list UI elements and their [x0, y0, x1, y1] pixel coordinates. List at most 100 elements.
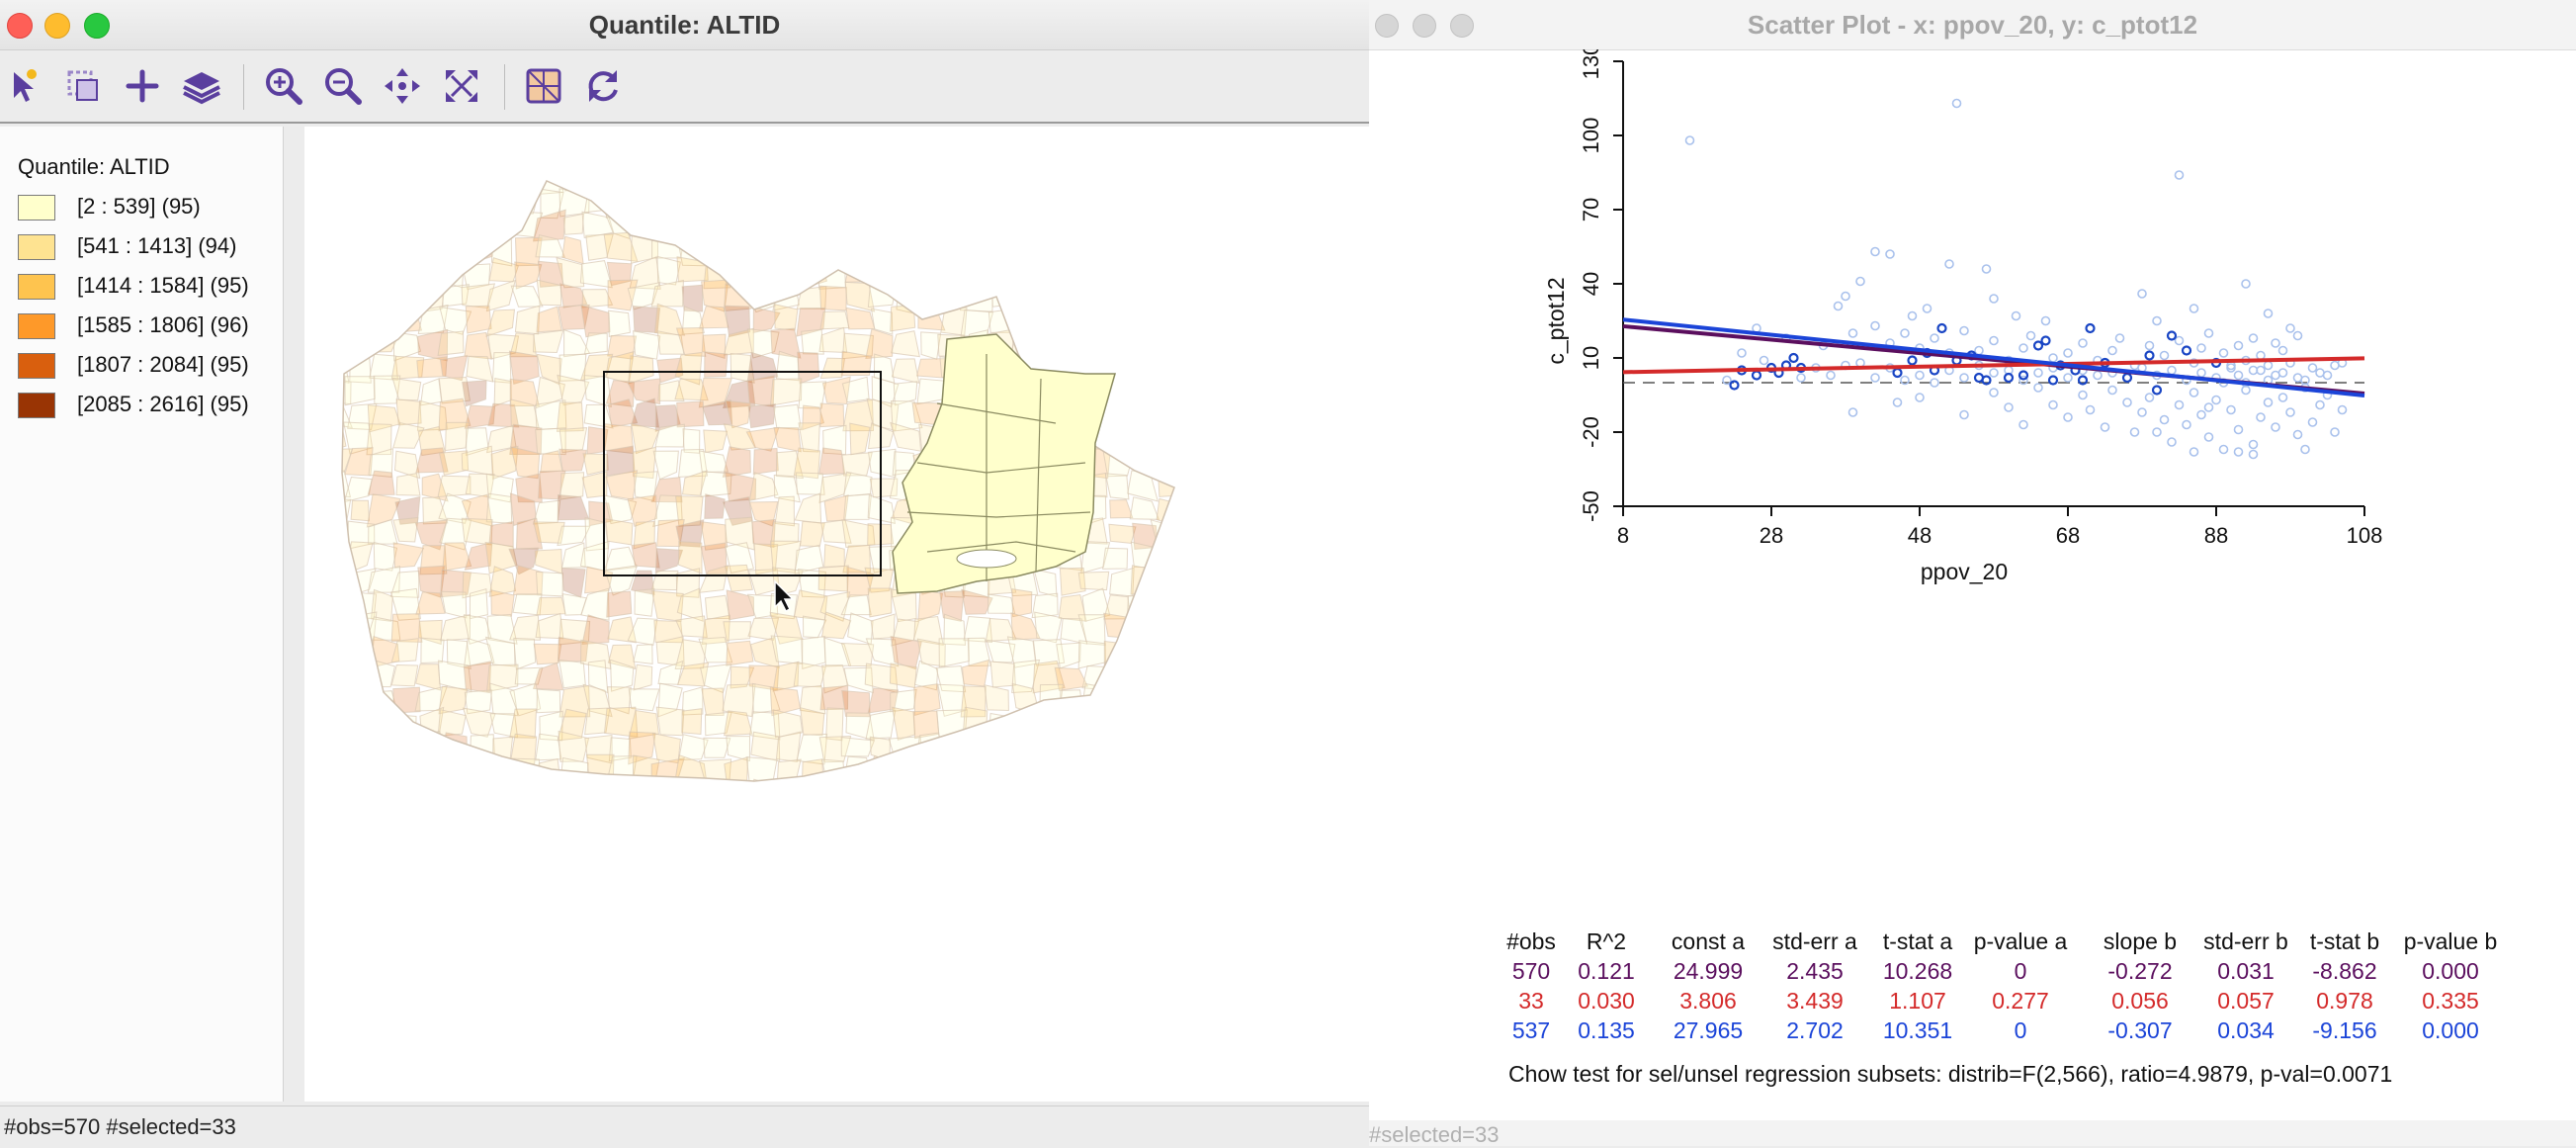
refresh-icon[interactable] — [581, 64, 625, 108]
unselected-point[interactable] — [2004, 402, 2014, 412]
unselected-point[interactable] — [2189, 447, 2199, 457]
unselected-point[interactable] — [2018, 419, 2028, 430]
unselected-point[interactable] — [2271, 370, 2280, 381]
unselected-point[interactable] — [2211, 395, 2221, 405]
unselected-point[interactable] — [2129, 427, 2140, 437]
pan-icon[interactable] — [381, 64, 424, 108]
unselected-point[interactable] — [2271, 422, 2280, 432]
unselected-point[interactable] — [2292, 330, 2303, 341]
unselected-point[interactable] — [1722, 375, 1732, 386]
unselected-point[interactable] — [1981, 264, 1992, 274]
unselected-point[interactable] — [2241, 279, 2251, 289]
unselected-point[interactable] — [2263, 360, 2274, 371]
unselected-point[interactable] — [2063, 373, 2073, 383]
select-tool-icon[interactable] — [2, 64, 45, 108]
unselected-point[interactable] — [2048, 399, 2058, 410]
unselected-point[interactable] — [1989, 335, 1999, 346]
unselected-point[interactable] — [2337, 404, 2348, 415]
unselected-point[interactable] — [2063, 412, 2073, 422]
selected-point[interactable] — [1892, 367, 1903, 379]
selected-point[interactable] — [2121, 372, 2133, 384]
selected-point[interactable] — [1936, 322, 1947, 334]
unselected-point[interactable] — [2218, 348, 2229, 358]
unselected-point[interactable] — [2233, 370, 2244, 381]
unselected-point[interactable] — [2182, 419, 2191, 430]
unselected-point[interactable] — [2033, 383, 2043, 393]
unselected-point[interactable] — [1989, 368, 1999, 378]
unselected-point[interactable] — [2226, 404, 2236, 415]
selected-point[interactable] — [2040, 335, 2051, 346]
unselected-point[interactable] — [1796, 373, 1806, 383]
selected-point[interactable] — [2032, 340, 2044, 351]
unselected-point[interactable] — [2100, 422, 2110, 432]
layers-icon[interactable] — [180, 64, 223, 108]
unselected-point[interactable] — [1892, 397, 1903, 407]
unselected-point[interactable] — [2122, 397, 2132, 407]
selected-point[interactable] — [1788, 352, 1799, 364]
scatter-plot[interactable]: 8 28 48 68 88 108 -50 -20 10 40 70 100 130 ppov_20 c_p… — [1369, 49, 2576, 1038]
map-canvas[interactable] — [304, 127, 1369, 1102]
close-window-button[interactable] — [7, 13, 33, 39]
unselected-point[interactable] — [1944, 259, 1954, 269]
unselected-point[interactable] — [2144, 393, 2155, 402]
unselected-point[interactable] — [2078, 390, 2088, 400]
add-icon[interactable] — [121, 64, 164, 108]
unselected-point[interactable] — [2196, 368, 2206, 378]
unselected-point[interactable] — [2174, 170, 2185, 180]
unselected-point[interactable] — [1900, 375, 1910, 386]
unselected-point[interactable] — [2011, 310, 2021, 321]
choropleth-map[interactable] — [304, 127, 1369, 1102]
unselected-point[interactable] — [1930, 378, 1939, 388]
unselected-point[interactable] — [1922, 304, 1932, 313]
unselected-point[interactable] — [1989, 294, 1999, 304]
unselected-point[interactable] — [1974, 345, 1984, 356]
unselected-point[interactable] — [2114, 333, 2125, 343]
unselected-point[interactable] — [1833, 301, 1844, 311]
unselected-point[interactable] — [1900, 328, 1910, 338]
unselected-point[interactable] — [2203, 432, 2214, 442]
unselected-point[interactable] — [2152, 427, 2162, 437]
selected-point[interactable] — [2151, 385, 2163, 396]
unselected-point[interactable] — [2315, 368, 2325, 378]
selected-point[interactable] — [2085, 322, 2096, 334]
unselected-point[interactable] — [2277, 393, 2288, 402]
unselected-point[interactable] — [2085, 404, 2096, 415]
selected-point[interactable] — [1981, 375, 1992, 386]
unselected-point[interactable] — [2107, 385, 2117, 396]
unselected-point[interactable] — [1915, 370, 1925, 381]
close-window-button[interactable] — [1375, 14, 1399, 38]
minimize-window-button[interactable] — [44, 13, 70, 39]
unselected-point[interactable] — [1951, 98, 1962, 109]
zoom-window-button[interactable] — [1450, 14, 1474, 38]
full-extent-icon[interactable] — [440, 64, 483, 108]
unselected-point[interactable] — [2248, 333, 2259, 343]
unselected-point[interactable] — [2078, 338, 2088, 348]
unselected-point[interactable] — [2159, 350, 2170, 361]
unselected-point[interactable] — [1826, 370, 1836, 381]
unselected-point[interactable] — [2018, 375, 2028, 386]
selected-point[interactable] — [2144, 350, 2155, 361]
unselected-point[interactable] — [2107, 345, 2117, 356]
selected-point[interactable] — [2047, 375, 2059, 386]
unselected-point[interactable] — [2285, 407, 2295, 417]
unselected-point[interactable] — [2263, 309, 2274, 318]
unselected-point[interactable] — [2189, 304, 2199, 313]
unselected-point[interactable] — [1737, 348, 1747, 358]
basemap-icon[interactable] — [522, 64, 565, 108]
unselected-point[interactable] — [2256, 365, 2266, 376]
unselected-point[interactable] — [2233, 340, 2244, 351]
unselected-point[interactable] — [2159, 414, 2170, 425]
unselected-point[interactable] — [2292, 429, 2303, 440]
unselected-point[interactable] — [2033, 368, 2043, 378]
unselected-point[interactable] — [2048, 353, 2058, 363]
unselected-point[interactable] — [2167, 365, 2177, 376]
unselected-point[interactable] — [2263, 397, 2274, 407]
unselected-point[interactable] — [1870, 373, 1880, 383]
unselected-point[interactable] — [1930, 333, 1939, 343]
unselected-point[interactable] — [2233, 447, 2244, 457]
selected-point[interactable] — [1751, 370, 1762, 381]
minimize-window-button[interactable] — [1413, 14, 1436, 38]
unselected-point[interactable] — [2137, 407, 2147, 417]
unselected-point[interactable] — [2300, 444, 2310, 455]
unselected-point[interactable] — [2330, 427, 2340, 437]
